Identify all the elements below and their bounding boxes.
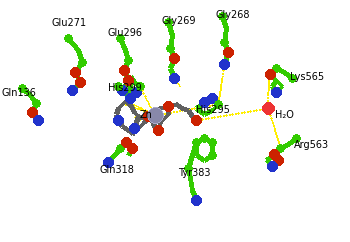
Text: His295: His295 xyxy=(196,105,230,115)
Text: Glu296: Glu296 xyxy=(108,28,143,38)
Text: Gln318: Gln318 xyxy=(100,165,135,175)
Text: Gln136: Gln136 xyxy=(2,88,37,98)
Text: Glu271: Glu271 xyxy=(52,18,87,28)
Text: Gly268: Gly268 xyxy=(216,10,251,20)
Text: His299: His299 xyxy=(108,83,142,93)
Text: Gly269: Gly269 xyxy=(162,16,196,26)
Text: H₂O: H₂O xyxy=(275,110,294,120)
Text: Lys565: Lys565 xyxy=(290,72,324,82)
Text: Zn: Zn xyxy=(140,110,153,120)
Text: Arg563: Arg563 xyxy=(294,140,329,150)
Text: Tyr383: Tyr383 xyxy=(178,168,210,178)
